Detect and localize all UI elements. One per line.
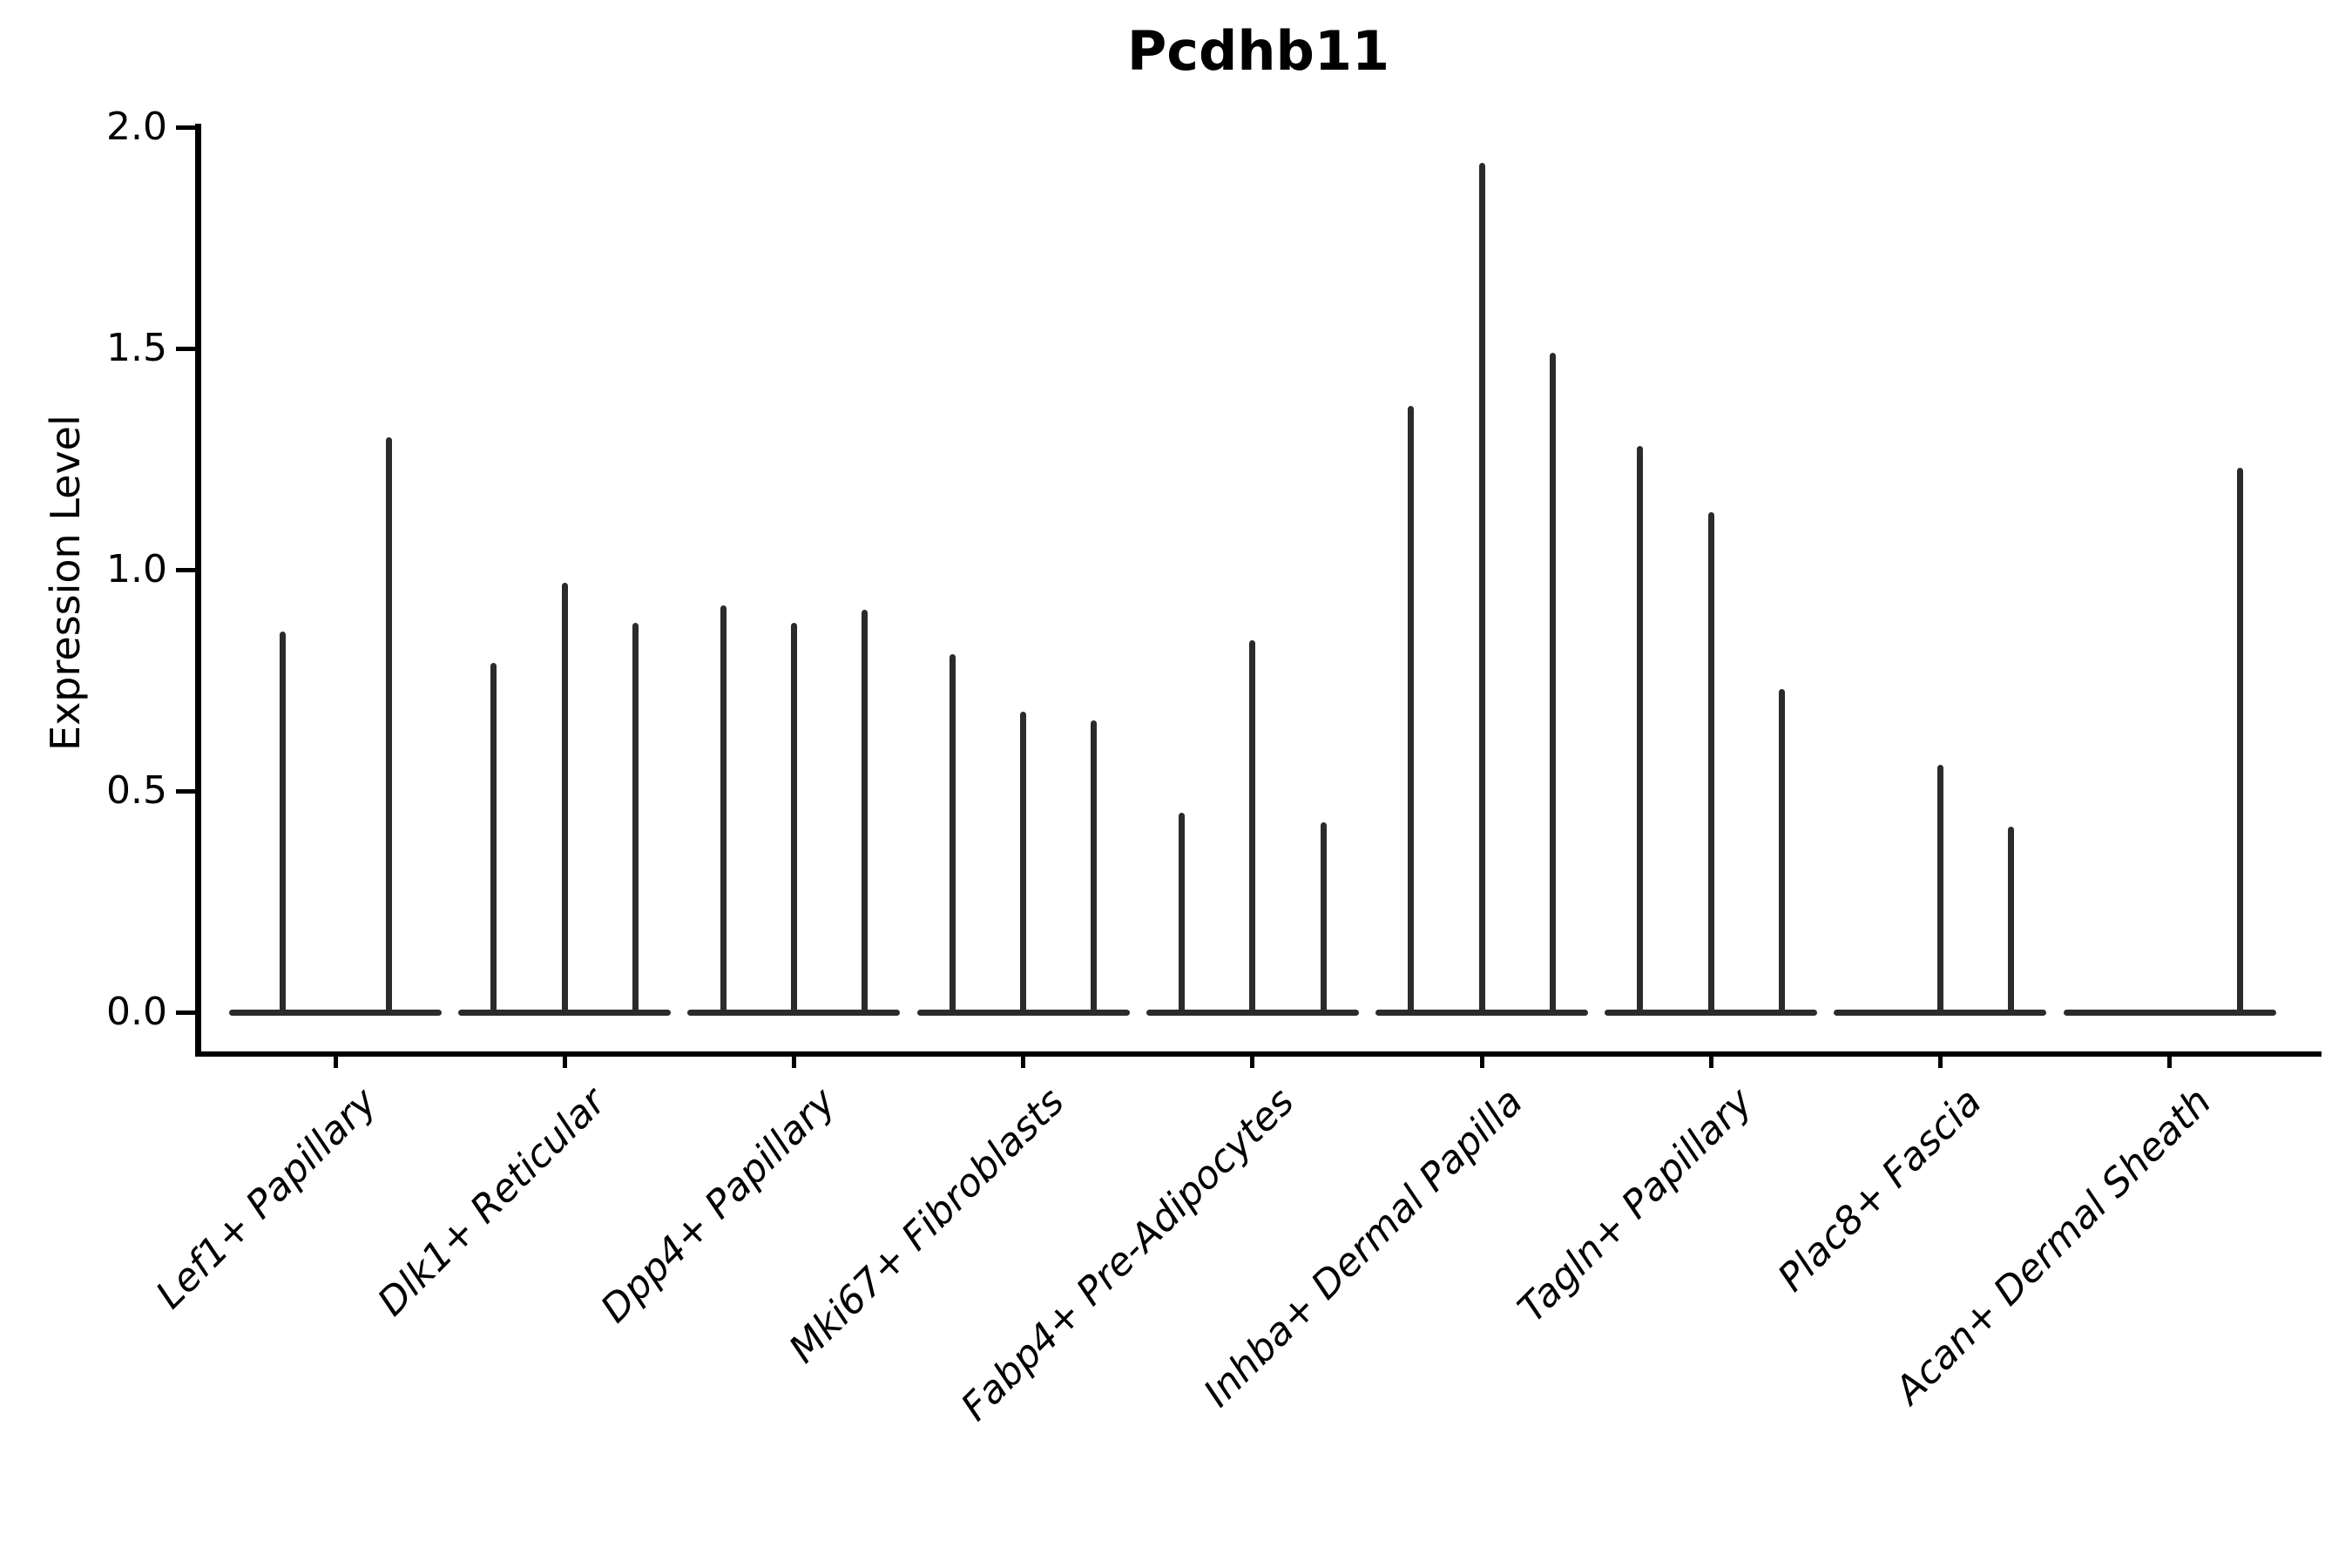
violin-spike bbox=[561, 583, 568, 1014]
violin-spike bbox=[490, 662, 497, 1014]
violin-spike bbox=[1779, 689, 1786, 1014]
x-axis-spine bbox=[195, 1051, 2322, 1057]
violin-spike bbox=[1936, 764, 1943, 1014]
violin-spike bbox=[1549, 353, 1556, 1014]
violin-spike bbox=[1320, 821, 1327, 1014]
x-tick bbox=[1937, 1057, 1943, 1068]
x-tick-label: Tagln+ Papillary bbox=[1509, 1079, 1761, 1332]
x-tick bbox=[1250, 1057, 1255, 1068]
x-tick bbox=[791, 1057, 796, 1068]
violin-spike bbox=[1178, 813, 1185, 1014]
violin-spike bbox=[862, 609, 868, 1014]
violin-spike bbox=[720, 605, 727, 1014]
violin-spike bbox=[949, 653, 956, 1014]
violin-spike bbox=[2237, 468, 2244, 1014]
y-tick-label: 2.0 bbox=[106, 105, 167, 149]
violin-spike bbox=[385, 436, 392, 1014]
x-tick-label: Dlk1+ Reticular bbox=[369, 1079, 615, 1325]
violin-spike bbox=[1478, 162, 1485, 1014]
y-tick bbox=[176, 125, 195, 130]
y-tick bbox=[176, 346, 195, 351]
violin-baseline bbox=[2063, 1009, 2276, 1016]
x-tick bbox=[1021, 1057, 1026, 1068]
x-tick bbox=[1479, 1057, 1484, 1068]
x-tick bbox=[1708, 1057, 1713, 1068]
violin-spike bbox=[1408, 406, 1415, 1014]
violin-spike bbox=[1020, 711, 1027, 1014]
violin-spike bbox=[632, 622, 639, 1014]
y-tick bbox=[176, 788, 195, 794]
y-tick bbox=[176, 1010, 195, 1015]
violin-spike bbox=[790, 622, 797, 1014]
violin-spike bbox=[2008, 826, 2015, 1014]
y-axis-spine bbox=[195, 124, 201, 1057]
violin-baseline bbox=[229, 1009, 442, 1016]
x-tick bbox=[333, 1057, 338, 1068]
x-tick-label: Lef1+ Papillary bbox=[147, 1079, 386, 1318]
violin-spike bbox=[279, 632, 286, 1014]
x-tick bbox=[2167, 1057, 2173, 1068]
y-tick-label: 1.5 bbox=[106, 326, 167, 370]
violin-spike bbox=[1091, 720, 1098, 1014]
y-tick-label: 0.5 bbox=[106, 768, 167, 813]
violin-spike bbox=[1637, 445, 1644, 1014]
x-tick-label: Plac8+ Fascia bbox=[1769, 1079, 1990, 1301]
y-tick bbox=[176, 567, 195, 572]
y-tick-label: 1.0 bbox=[106, 547, 167, 591]
chart-title: Pcdhb11 bbox=[1126, 19, 1390, 83]
y-tick-label: 0.0 bbox=[106, 990, 167, 1034]
x-tick bbox=[562, 1057, 567, 1068]
x-tick-label: Dpp4+ Papillary bbox=[591, 1079, 844, 1332]
violin-spike bbox=[1707, 511, 1714, 1014]
violin-spike bbox=[1249, 640, 1256, 1014]
